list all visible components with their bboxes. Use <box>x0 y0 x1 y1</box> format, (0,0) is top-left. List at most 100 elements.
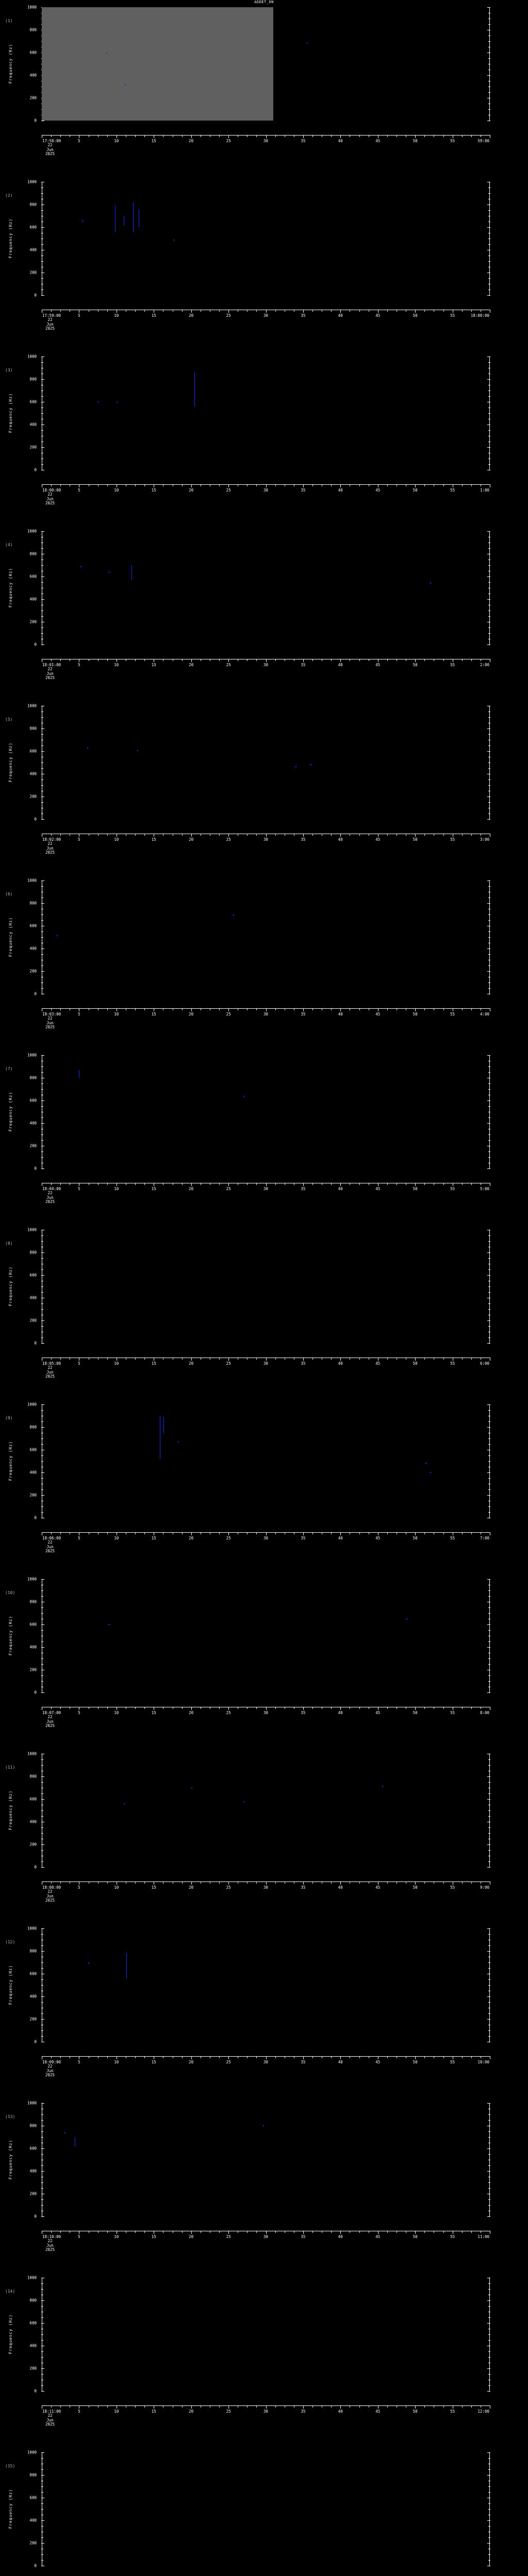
x-tick-major <box>415 659 416 662</box>
x-tick-label: 5 <box>78 313 80 318</box>
x-tick-minor <box>275 1008 276 1010</box>
x-tick-minor <box>135 834 136 836</box>
x-tick-minor <box>443 2231 444 2233</box>
x-tick-label: 15 <box>151 1012 156 1016</box>
x-tick-minor <box>219 2056 220 2058</box>
x-tick-major <box>191 1707 192 1710</box>
y-tick <box>41 261 43 262</box>
y-tick <box>41 1928 44 1929</box>
x-start-label: 18:00:00 <box>42 488 61 493</box>
y-tick <box>41 2289 43 2290</box>
y-tick-right <box>488 1934 490 1935</box>
x-tick-label: 45 <box>375 663 381 667</box>
x-tick-label: 5 <box>78 139 80 143</box>
x-tick-major <box>228 2405 229 2409</box>
y-tick <box>41 1292 43 1293</box>
x-tick-minor <box>247 834 248 836</box>
x-tick-minor <box>182 834 183 836</box>
panel-index-label: (4) <box>5 543 13 547</box>
x-tick-minor <box>247 1008 248 1010</box>
y-tick-right <box>488 1590 490 1591</box>
x-tick-minor <box>219 1008 220 1010</box>
x-tick-label: 30 <box>263 663 269 667</box>
y-tick <box>41 1833 43 1834</box>
y-tick <box>41 2131 43 2132</box>
y-tick <box>41 796 44 797</box>
y-tick-right <box>488 565 490 566</box>
x-tick-label: 10 <box>114 1710 119 1715</box>
x-tick-minor <box>256 1183 257 1185</box>
y-tick <box>41 1478 43 1479</box>
x-tick-minor <box>60 1882 61 1884</box>
x-tick-minor <box>443 1532 444 1534</box>
y-tick <box>41 2526 43 2527</box>
x-tick-minor <box>424 2405 425 2408</box>
x-tick-major <box>303 659 304 662</box>
x-tick-major <box>191 1183 192 1186</box>
x-tick-minor <box>275 2405 276 2408</box>
y-tick-right <box>488 1083 490 1084</box>
y-tick-right <box>488 41 490 42</box>
y-tick <box>41 2486 43 2487</box>
x-tick-label: 5 <box>78 1885 80 1890</box>
y-tick-right <box>487 1647 490 1648</box>
date-stack: 22 Jun 2025 <box>45 1365 55 1379</box>
x-tick-label: 35 <box>301 1710 306 1715</box>
x-tick-minor <box>219 659 220 661</box>
y-tick-right <box>487 2216 490 2217</box>
x-tick-minor <box>107 310 108 312</box>
y-tick-labels: 1000 800 600 400 200 0 <box>27 529 37 647</box>
x-tick-minor <box>359 2405 360 2408</box>
x-tick-minor <box>331 484 332 486</box>
x-tick-label: 50 <box>412 1012 418 1016</box>
x-tick-minor <box>135 2405 136 2408</box>
x-start-label: 18:05:00 <box>42 1361 61 1366</box>
x-tick-minor <box>471 2231 472 2233</box>
y-tick-right <box>488 2351 490 2352</box>
x-end-label: 7:00 <box>480 1536 489 1540</box>
x-tick-label: 5 <box>78 2060 80 2064</box>
x-tick-minor <box>247 310 248 312</box>
x-tick-major <box>228 484 229 487</box>
y-tick <box>41 582 43 583</box>
y-tick <box>41 1506 43 1507</box>
y-tick <box>41 1962 43 1963</box>
x-start-label: 18:02:00 <box>42 837 61 842</box>
x-tick-label: 45 <box>375 2060 381 2064</box>
x-tick-minor <box>182 484 183 486</box>
x-tick-minor <box>424 1707 425 1709</box>
y-tick-right <box>488 914 490 915</box>
y-tick-right <box>488 430 490 431</box>
y-tick-right <box>488 734 490 735</box>
y-tick <box>41 1793 43 1794</box>
x-tick-minor <box>219 1532 220 1534</box>
x-tick-major <box>340 310 341 313</box>
y-tick <box>41 1782 43 1783</box>
y-tick-right <box>488 210 490 211</box>
x-tick-label: 45 <box>375 2234 381 2239</box>
x-tick-major <box>340 2056 341 2059</box>
y-tick-right <box>488 2131 490 2132</box>
y-tick-right <box>488 92 490 93</box>
y-tick <box>41 965 43 966</box>
detection-point <box>243 1096 245 1097</box>
y-tick-right <box>488 1106 490 1107</box>
detection-point <box>87 748 89 749</box>
y-tick-right <box>488 954 490 955</box>
x-tick-label: 55 <box>450 2234 455 2239</box>
y-tick-right <box>488 1827 490 1828</box>
y-tick-right <box>488 1675 490 1676</box>
x-tick-label: 10 <box>114 1885 119 1890</box>
y-tick-right <box>488 1512 490 1513</box>
y-tick <box>41 2509 43 2510</box>
y-tick-right <box>487 2520 490 2521</box>
y-tick <box>41 2120 43 2121</box>
y-tick <box>41 2137 43 2138</box>
y-tick <box>41 1309 43 1310</box>
x-tick-minor <box>247 2231 248 2233</box>
x-tick-minor <box>387 1707 388 1709</box>
detection-point <box>173 240 174 241</box>
y-tick-labels: 1000 800 600 400 200 0 <box>27 703 37 822</box>
y-tick-right <box>488 1664 490 1665</box>
y-tick-right <box>488 2509 490 2510</box>
